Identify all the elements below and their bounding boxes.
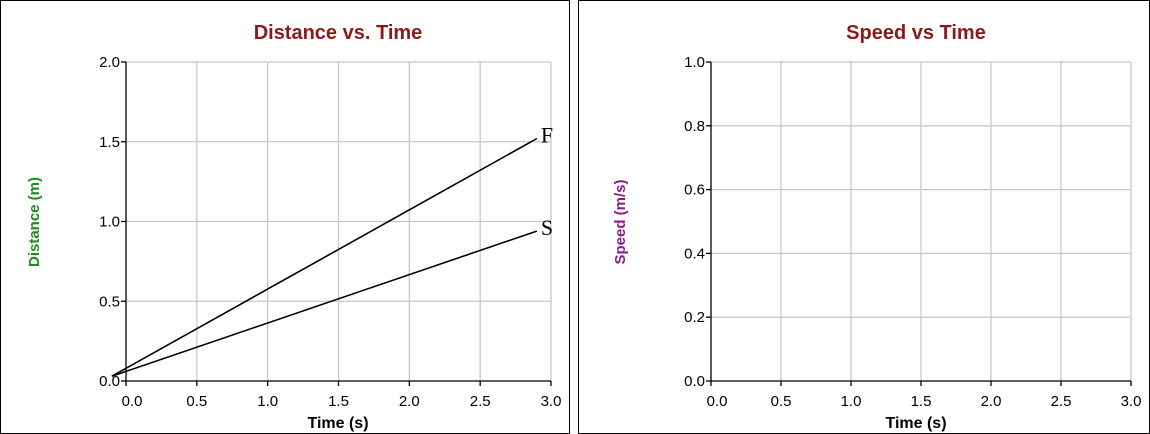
speed-x-tick-label: 1.0 (841, 393, 862, 410)
dist-x-tick-label: 0.5 (186, 393, 207, 410)
series-label-F: F (541, 123, 553, 148)
speed-chart-panel: Speed vs Time Speed (m/s) Time (s) 0.0 0.… (578, 0, 1150, 434)
dist-axes (125, 62, 551, 382)
speed-x-axis-label: Time (s) (885, 415, 946, 432)
series-label-S: S (541, 215, 553, 240)
speed-x-tick-label: 0.5 (771, 393, 792, 410)
speed-x-tick-label: 0.0 (707, 393, 728, 410)
dist-x-tick-label: 2.0 (399, 393, 420, 410)
speed-chart-title: Speed vs Time (846, 22, 986, 44)
dist-x-tick-label: 1.5 (328, 393, 349, 410)
series-line-S (111, 230, 538, 377)
dist-y-tick-label: 1.0 (99, 214, 120, 231)
distance-chart: Distance vs. Time Distance (m) Time (s) … (26, 22, 562, 432)
distance-chart-panel: Distance vs. Time Distance (m) Time (s) … (0, 0, 570, 434)
speed-y-tick-label: 0.6 (684, 182, 705, 199)
distance-x-axis-label: Time (s) (307, 415, 368, 432)
speed-y-tick-label: 1.0 (684, 54, 705, 71)
dist-y-tick-label: 0.5 (99, 293, 120, 310)
speed-axes (710, 62, 1131, 382)
series-line-F (111, 137, 538, 377)
distance-chart-title: Distance vs. Time (254, 22, 423, 44)
dist-x-tick-label: 3.0 (541, 393, 562, 410)
speed-y-tick-label: 0.8 (684, 118, 705, 135)
speed-x-tick-label: 2.0 (981, 393, 1002, 410)
speed-chart: Speed vs Time Speed (m/s) Time (s) 0.0 0.… (612, 22, 1142, 432)
dist-x-tick-label: 0.0 (122, 393, 143, 410)
dist-y-tick-label: 0.0 (99, 373, 120, 390)
speed-x-tick-label: 3.0 (1121, 393, 1142, 410)
speed-x-tick-label: 1.5 (911, 393, 932, 410)
dist-x-tick-label: 2.5 (470, 393, 491, 410)
dist-y-tick-label: 2.0 (99, 54, 120, 71)
speed-y-tick-label: 0.0 (684, 373, 705, 390)
speed-y-tick-label: 0.2 (684, 309, 705, 326)
speed-y-tick-label: 0.4 (684, 245, 705, 262)
speed-x-tick-label: 2.5 (1051, 393, 1072, 410)
dist-y-tick-label: 1.5 (99, 134, 120, 151)
speed-y-axis-label: Speed (m/s) (612, 179, 629, 264)
distance-y-axis-label: Distance (m) (26, 177, 43, 267)
dist-x-tick-label: 1.0 (257, 393, 278, 410)
